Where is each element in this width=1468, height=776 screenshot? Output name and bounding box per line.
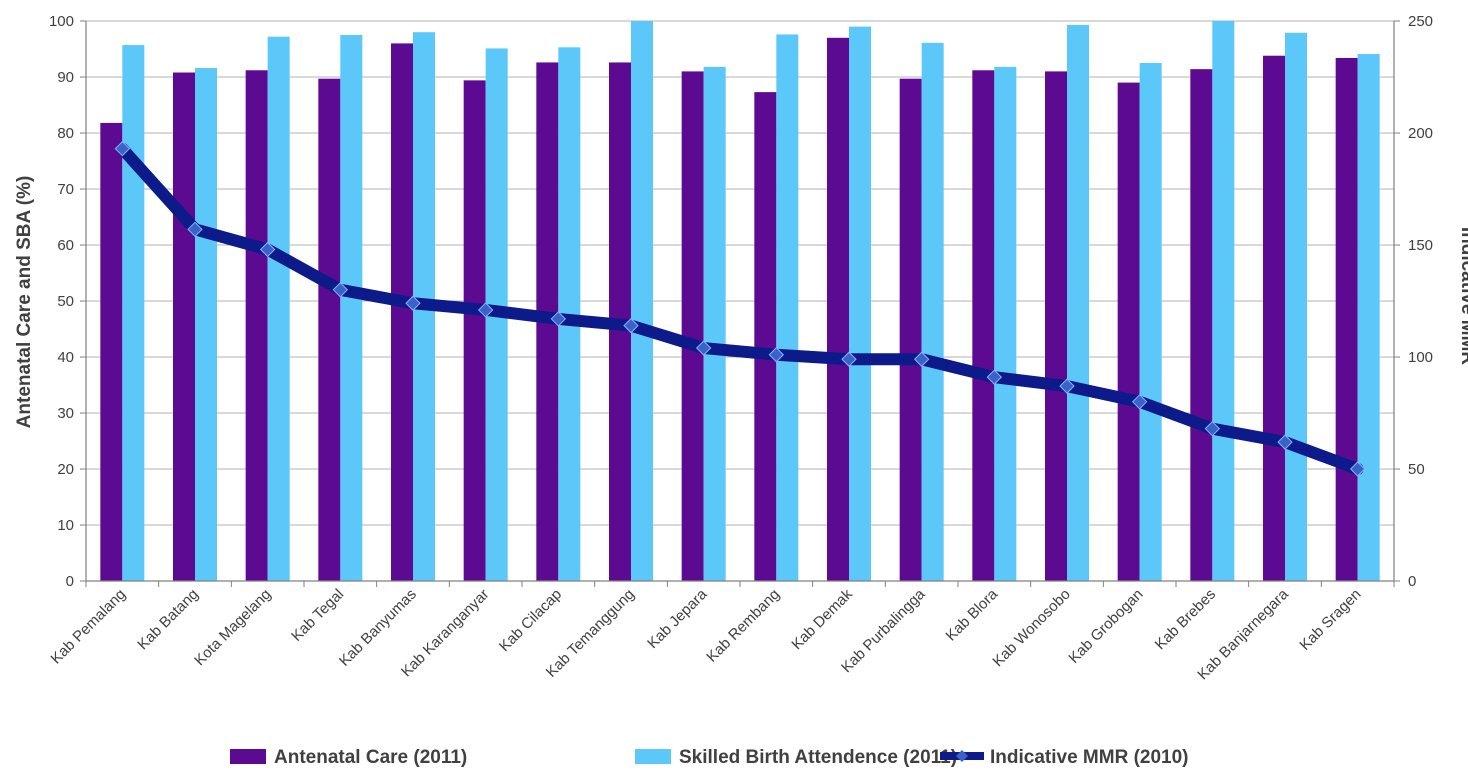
antenatal-care-bar	[1263, 55, 1285, 582]
legend-swatch	[635, 749, 671, 764]
skilled-birth-bar	[195, 68, 217, 582]
antenatal-care-bar	[1117, 82, 1140, 581]
mmr-point	[1277, 434, 1293, 450]
category-label: Kab Grobogan	[1065, 586, 1146, 667]
mmr-point	[1131, 394, 1148, 410]
category-label: Kab Pemalang	[48, 586, 130, 668]
skilled-birth-bar	[1139, 63, 1162, 581]
skilled-birth-bar	[776, 34, 799, 581]
mmr-point	[695, 340, 712, 356]
mmr-point	[332, 282, 349, 298]
skilled-birth-bar	[1212, 21, 1235, 581]
skilled-birth-bar	[1357, 54, 1380, 582]
category-label: Kab Batang	[134, 586, 201, 653]
category-label: Kab Rembang	[703, 586, 783, 666]
antenatal-care-bar	[391, 43, 413, 581]
right-axis-ticks: 0 50 100 150 200 250	[1408, 13, 1433, 590]
mmr-point	[477, 302, 494, 318]
mmr-line	[116, 142, 1364, 475]
antenatal-care-bar	[899, 78, 922, 582]
antenatal-care-bar	[318, 78, 341, 582]
left-tick-label: 10	[57, 517, 74, 534]
antenatal-care-bar	[100, 122, 123, 582]
mmr-point	[623, 317, 639, 334]
mmr-point	[550, 311, 567, 327]
category-label: Kab Blora	[943, 585, 1002, 644]
left-tick-label: 80	[57, 125, 74, 142]
right-tick-label: 200	[1408, 125, 1433, 142]
antenatal-care-bar	[1045, 71, 1067, 582]
antenatal-care-bar	[1335, 57, 1358, 581]
legend-label: Antenatal Care (2011)	[274, 747, 467, 768]
category-label: Kab Wonosobo	[989, 586, 1073, 670]
mmr-point	[986, 369, 1003, 385]
antenatal-care-bar	[754, 92, 777, 582]
skilled-birth-bar	[631, 21, 653, 581]
left-tick-label: 60	[57, 237, 74, 254]
right-tick-label: 100	[1408, 349, 1433, 366]
category-label: Kab Cilacap	[496, 586, 565, 655]
category-label: Kab Jepara	[644, 585, 711, 652]
antenatal-care-bar	[1190, 69, 1213, 581]
left-tick-label: 20	[57, 461, 74, 478]
category-label: Kab Tegal	[288, 586, 347, 645]
mmr-line-group	[114, 140, 1366, 477]
mmr-point	[913, 351, 930, 367]
antenatal-care-bar	[463, 80, 486, 582]
mmr-point	[1059, 378, 1075, 394]
legend: Antenatal Care (2011) Skilled Birth Atten…	[230, 747, 1189, 768]
legend-marker	[956, 750, 968, 762]
left-tick-label: 40	[57, 349, 74, 366]
legend-label: Indicative MMR (2010)	[990, 747, 1189, 768]
left-tick-label: 0	[66, 573, 74, 590]
right-tick-label: 250	[1408, 13, 1433, 30]
skilled-birth-bar	[1067, 24, 1089, 582]
skilled-birth-bar	[267, 36, 290, 582]
left-tick-label: 100	[49, 13, 74, 30]
skilled-birth-bar	[122, 45, 145, 581]
left-tick-label: 50	[57, 293, 74, 310]
antenatal-care-bar	[681, 71, 704, 582]
mmr-point	[405, 295, 421, 311]
skilled-birth-bar	[849, 26, 871, 582]
antenatal-care-bar	[173, 72, 195, 582]
right-tick-label: 50	[1408, 461, 1425, 478]
mmr-point	[841, 351, 857, 367]
right-tick-label: 150	[1408, 237, 1433, 254]
mmr-point	[259, 241, 276, 258]
antenatal-care-bar	[972, 70, 995, 581]
left-tick-label: 70	[57, 181, 74, 198]
legend-label: Skilled Birth Attendence (2011)	[679, 747, 957, 768]
antenatal-care-bar	[827, 37, 849, 582]
skilled-birth-bar	[340, 35, 363, 581]
category-label: Kab Brebes	[1152, 586, 1219, 653]
skilled-birth-bar	[703, 66, 726, 582]
mmr-point	[1204, 420, 1221, 437]
legend-swatch	[230, 749, 266, 764]
category-label: Kab Demak	[788, 585, 856, 653]
axes	[80, 20, 1400, 587]
mmr-point	[114, 140, 131, 157]
category-label: Kab Sragen	[1296, 586, 1364, 654]
right-tick-label: 0	[1408, 573, 1416, 590]
antenatal-care-bar	[245, 70, 268, 581]
mmr-point	[768, 347, 785, 363]
mmr-point	[187, 221, 203, 238]
left-tick-label: 90	[57, 69, 74, 86]
right-axis-title: Indicative MMR	[1457, 227, 1468, 366]
skilled-birth-bar	[921, 42, 944, 581]
category-label: Kota Magelang	[191, 586, 274, 669]
mmr-point	[1349, 461, 1366, 477]
left-tick-label: 30	[57, 405, 74, 422]
left-axis-title: Antenatal Care and SBA (%)	[14, 176, 35, 429]
left-axis-ticks: 0 10 20 30 40 50 60 70 80 90 100	[49, 13, 74, 590]
category-label: Kab Banyumas	[336, 586, 420, 670]
skilled-birth-bar	[1285, 32, 1307, 581]
skilled-birth-bar	[994, 66, 1017, 582]
